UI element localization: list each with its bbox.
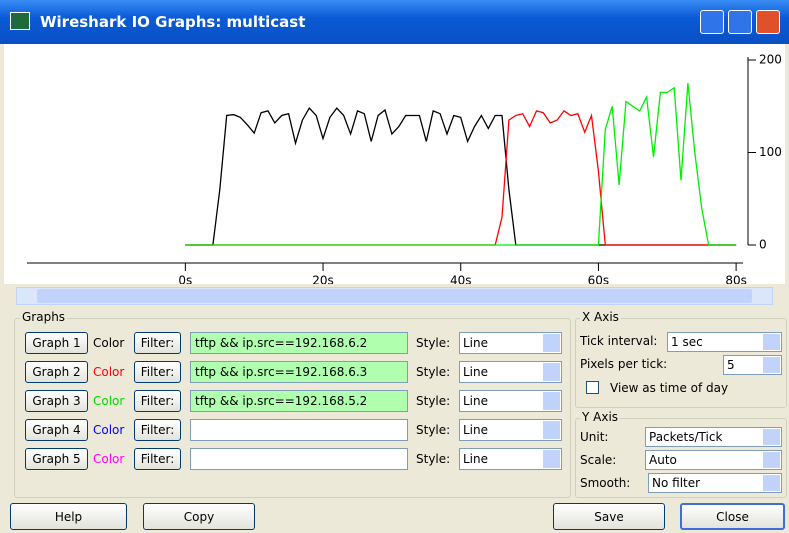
x-tick-label: 20s <box>312 274 334 285</box>
group-label: Graphs <box>20 310 67 324</box>
group-label: X Axis <box>580 310 621 324</box>
scroll-thumb[interactable] <box>37 289 752 303</box>
label: Pixels per tick: <box>580 357 667 371</box>
graph-button[interactable]: Graph 1 <box>25 332 88 354</box>
minimize-button[interactable] <box>700 10 724 34</box>
style-select[interactable]: Line <box>459 361 562 383</box>
y-tick-label: 100 <box>759 145 782 159</box>
maximize-button[interactable] <box>728 10 752 34</box>
color-label: Color <box>93 423 124 437</box>
filter-field[interactable]: tftp && ip.src==192.168.5.2 <box>190 390 408 412</box>
style-label: Style: <box>416 365 450 379</box>
window-title: Wireshark IO Graphs: multicast <box>40 13 305 31</box>
x-tick-label: 0s <box>178 274 192 285</box>
x-tick-label: 80s <box>725 274 747 285</box>
checkbox-label[interactable]: View as time of day <box>610 381 728 395</box>
style-select[interactable]: Line <box>459 332 562 354</box>
style-label: Style: <box>416 336 450 350</box>
color-label: Color <box>93 452 124 466</box>
tick-interval-select[interactable]: 1 sec <box>667 332 782 352</box>
io-graph: 0s 20s 40s 60s 80s 0 100 200 <box>4 44 785 284</box>
window: Wireshark IO Graphs: multicast 0s 20s 40s 6… <box>0 0 789 533</box>
filter-field[interactable] <box>190 448 408 470</box>
smooth-select[interactable]: No filter <box>648 473 782 493</box>
label: Unit: <box>580 430 608 444</box>
style-select[interactable]: Line <box>459 419 562 441</box>
label: Scale: <box>580 453 616 467</box>
y-tick-label: 0 <box>759 238 767 252</box>
close-window-button[interactable] <box>756 10 780 34</box>
scrollbar[interactable] <box>16 287 773 305</box>
app-icon <box>10 12 30 30</box>
style-select[interactable]: Line <box>459 390 562 412</box>
graph-button[interactable]: Graph 5 <box>25 448 88 470</box>
copy-button[interactable]: Copy <box>143 503 255 530</box>
color-label: Color <box>93 336 124 350</box>
graph-button[interactable]: Graph 3 <box>25 390 88 412</box>
scale-select[interactable]: Auto <box>645 450 782 470</box>
filter-field[interactable]: tftp && ip.src==192.168.6.3 <box>190 361 408 383</box>
group-label: Y Axis <box>580 410 620 424</box>
y-tick-label: 200 <box>759 53 782 67</box>
x-tick-label: 40s <box>450 274 472 285</box>
label: Smooth: <box>580 476 630 490</box>
style-label: Style: <box>416 394 450 408</box>
label: Tick interval: <box>580 334 657 348</box>
save-button[interactable]: Save <box>553 503 665 530</box>
help-button[interactable]: Help <box>10 503 127 530</box>
style-label: Style: <box>416 452 450 466</box>
title-bar: Wireshark IO Graphs: multicast <box>0 0 789 44</box>
filter-button[interactable]: Filter: <box>134 390 181 412</box>
color-label: Color <box>93 365 124 379</box>
pixels-per-tick-select[interactable]: 5 <box>723 355 782 375</box>
filter-field[interactable]: tftp && ip.src==192.168.6.2 <box>190 332 408 354</box>
style-label: Style: <box>416 423 450 437</box>
unit-select[interactable]: Packets/Tick <box>645 427 782 447</box>
style-select[interactable]: Line <box>459 448 562 470</box>
filter-button[interactable]: Filter: <box>134 332 181 354</box>
filter-button[interactable]: Filter: <box>134 448 181 470</box>
checkbox[interactable] <box>586 381 599 394</box>
filter-button[interactable]: Filter: <box>134 419 181 441</box>
plot-background <box>4 44 785 284</box>
filter-field[interactable] <box>190 419 408 441</box>
filter-button[interactable]: Filter: <box>134 361 181 383</box>
graph-button[interactable]: Graph 4 <box>25 419 88 441</box>
close-button[interactable]: Close <box>680 503 785 530</box>
color-label: Color <box>93 394 124 408</box>
x-tick-label: 60s <box>588 274 610 285</box>
graph-button[interactable]: Graph 2 <box>25 361 88 383</box>
